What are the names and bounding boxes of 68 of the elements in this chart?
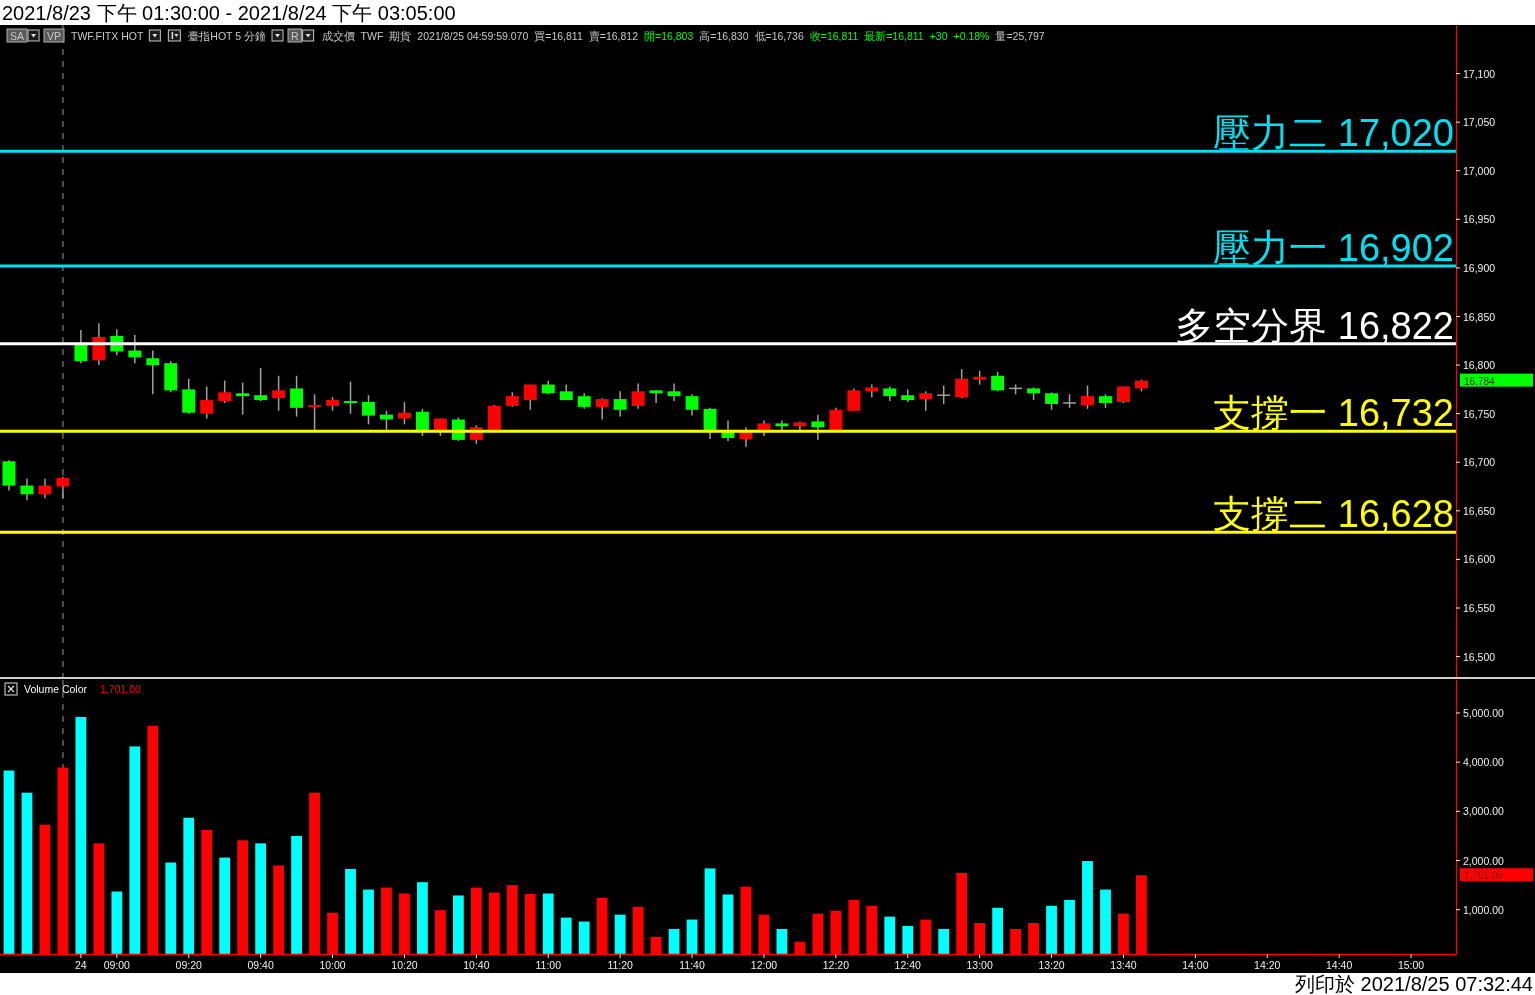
x-tick-label: 14:40 bbox=[1326, 959, 1353, 971]
x-tick-label: 14:00 bbox=[1182, 959, 1209, 971]
x-tick-label: 12:00 bbox=[750, 959, 778, 971]
x-tick-label: 13:40 bbox=[1110, 959, 1137, 971]
y-tick-label: 4,000.00 bbox=[1463, 756, 1505, 769]
x-tick-label: 09:20 bbox=[175, 959, 203, 971]
annotation: 低=16,736 bbox=[754, 30, 804, 42]
y-tick-label: 16,650 bbox=[1463, 504, 1496, 517]
y-tick-label: 16,850 bbox=[1463, 310, 1496, 323]
y-tick-label: 16,700 bbox=[1463, 456, 1496, 469]
x-tick-label: 24 bbox=[75, 959, 87, 971]
x-tick-label: 10:40 bbox=[463, 959, 490, 971]
chart-title: 2021/8/23 下午 01:30:00 - 2021/8/24 下午 03:05:00 bbox=[2, 2, 456, 24]
annotation: +0.18% bbox=[953, 30, 990, 42]
annotation: 臺指HOT 5 分鐘 bbox=[188, 30, 267, 42]
annotation: TWF bbox=[360, 30, 384, 42]
text: 16,784 bbox=[1464, 375, 1496, 387]
annotation: 賣=16,812 bbox=[588, 30, 639, 42]
x-tick-label: 12:40 bbox=[894, 959, 922, 971]
x-tick-label: 14:20 bbox=[1254, 959, 1281, 971]
y-tick-label: 16,550 bbox=[1463, 602, 1496, 615]
x-tick-label: 09:40 bbox=[247, 959, 274, 971]
x-tick-label: 12:20 bbox=[822, 959, 850, 971]
annotation: 成交價 bbox=[321, 30, 355, 42]
chart-title: Volume Color bbox=[24, 683, 88, 695]
x-tick-label: 09:00 bbox=[103, 959, 131, 971]
annotation: 1,701.00 bbox=[100, 683, 142, 695]
x-tick-label: 11:40 bbox=[679, 959, 705, 971]
x-tick-label: 11:20 bbox=[607, 959, 634, 971]
x-tick-label: 13:20 bbox=[1038, 959, 1065, 971]
annotation: TWF.FITX HOT bbox=[71, 30, 144, 42]
text: 列印於 2021/8/25 07:32:44 bbox=[1295, 973, 1533, 995]
x-tick-label: 13:00 bbox=[966, 959, 993, 971]
x-tick-label: 15:00 bbox=[1397, 959, 1425, 971]
annotation: 期貨 bbox=[389, 30, 412, 42]
ref-line-label: 壓力一 16,902 bbox=[1213, 226, 1454, 269]
annotation: SA bbox=[10, 30, 25, 42]
y-tick-label: 16,600 bbox=[1463, 553, 1496, 566]
ref-line-label: 支撐一 16,732 bbox=[1213, 392, 1454, 435]
ref-line-label: 壓力二 17,020 bbox=[1213, 112, 1454, 155]
y-tick-label: 16,950 bbox=[1463, 213, 1496, 226]
annotation: +30 bbox=[929, 30, 948, 42]
y-tick-label: 16,800 bbox=[1463, 359, 1496, 372]
x-tick-label: 10:20 bbox=[391, 959, 418, 971]
annotation: R bbox=[291, 30, 300, 42]
annotation: 開=16,803 bbox=[644, 30, 694, 42]
y-tick-label: 16,750 bbox=[1463, 407, 1496, 420]
annotation: 買=16,811 bbox=[534, 30, 583, 42]
text: 1,701.00 bbox=[1464, 870, 1504, 882]
annotation: 量=25,797 bbox=[995, 30, 1045, 42]
annotation: 高=16,830 bbox=[699, 30, 749, 42]
y-tick-label: 17,100 bbox=[1463, 67, 1496, 80]
annotation: 收=16,811 bbox=[809, 30, 859, 42]
annotation: VP bbox=[47, 30, 62, 42]
y-tick-label: 1,000.00 bbox=[1463, 903, 1505, 916]
annotation: 2021/8/25 04:59:59.070 bbox=[417, 30, 529, 42]
ref-line-label: 多空分界 16,822 bbox=[1175, 304, 1454, 347]
x-tick-label: 11:00 bbox=[535, 959, 562, 971]
y-tick-label: 16,500 bbox=[1463, 650, 1496, 663]
y-tick-label: 3,000.00 bbox=[1463, 805, 1505, 818]
y-tick-label: 16,900 bbox=[1463, 261, 1496, 274]
y-tick-label: 2,000.00 bbox=[1463, 854, 1505, 867]
y-tick-label: 17,000 bbox=[1463, 164, 1496, 177]
x-tick-label: 10:00 bbox=[319, 959, 346, 971]
annotation: 最新=16,811 bbox=[864, 30, 924, 42]
y-tick-label: 5,000.00 bbox=[1463, 706, 1505, 719]
y-tick-label: 17,050 bbox=[1463, 116, 1496, 129]
ref-line-label: 支撐二 16,628 bbox=[1213, 493, 1454, 536]
